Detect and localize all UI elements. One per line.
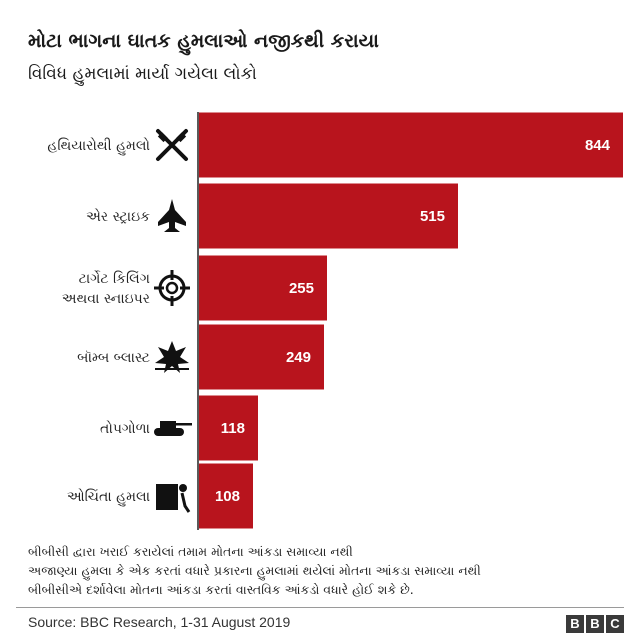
category-label: ટાર્ગેટ કિલિંગ [79,270,150,287]
category-label: અથવા સ્નાઇપર [62,291,150,307]
chart-title: મોટા ભાગના ઘાતક હુમલાઓ નજીકથી કરાયા [28,30,379,52]
bar-value-label: 515 [420,208,445,225]
fighter-jet-icon [158,199,186,232]
category-label: બૉમ્બ બ્લાસ્ટ [77,349,150,366]
bar [199,183,458,249]
tank-icon [154,421,192,436]
bar [199,395,258,461]
crossed-guns-icon [156,129,188,161]
note-line: અજાણ્યા હુમલા કે એક કરતાં વધારે પ્રકારના… [28,563,481,578]
category-label: હથિયારોથી હુમલો [47,137,150,156]
category-label: એર સ્ટ્રાઇક [86,208,150,225]
source-text: Source: BBC Research, 1-31 August 2019 [28,614,291,630]
footer-divider [16,607,624,608]
bar [199,112,623,178]
bbc-logo-letter: B [586,615,604,633]
ambush-icon [156,484,191,513]
bbc-logo: B B C [566,615,624,633]
chart-subtitle: વિવિધ હુમલામાં માર્યા ગયેલા લોકો [28,64,257,84]
bar-value-label: 249 [286,349,311,366]
bar-value-label: 118 [221,420,245,437]
category-label: તોપગોળા [100,420,150,437]
explosion-icon [155,341,189,373]
chart-notes: બીબીસી દ્વારા ખરાઈ કરાયેલાં તમામ મોતના આ… [28,542,481,599]
bar-chart: 844 હથિયારોથી હુમલો 515 એર સ્ટ્રાઇક 255 ટાર્ગ… [47,112,623,530]
bar-value-label: 255 [289,280,314,297]
note-line: બીબીસીએ દર્શાવેલા મોતના આંકડા કરતાં વાસ્… [28,582,414,597]
category-label: ઓચિંતા હુમલા [67,488,150,507]
bar-value-label: 844 [585,137,611,154]
bar [199,255,327,321]
bar [199,463,253,529]
note-line: બીબીસી દ્વારા ખરાઈ કરાયેલાં તમામ મોતના આ… [28,544,353,559]
bar [199,324,324,390]
bbc-logo-letter: C [606,615,624,633]
bar-value-label: 108 [215,488,240,505]
bbc-logo-letter: B [566,615,584,633]
crosshair-icon [154,270,190,306]
